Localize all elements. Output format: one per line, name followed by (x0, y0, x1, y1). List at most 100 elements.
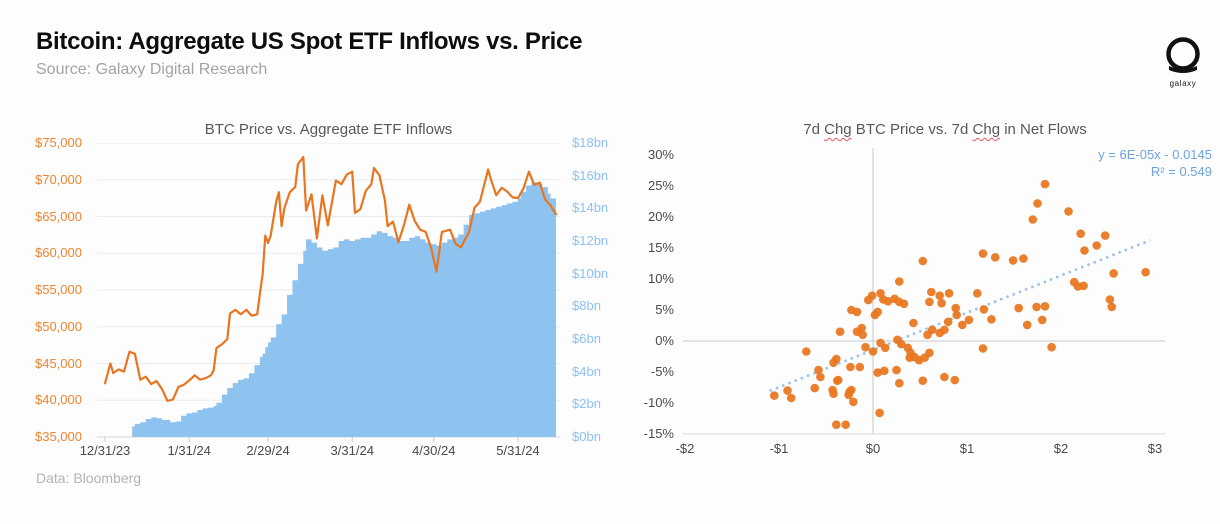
scatter-point (855, 362, 865, 372)
scatter-point (846, 362, 855, 372)
scatter-point (978, 249, 988, 258)
left-date-tick-label: 12/31/23 (79, 443, 131, 458)
scatter-point (927, 287, 936, 297)
scatter-point (1019, 254, 1028, 263)
scatter-point (918, 376, 928, 385)
scatter-point (918, 256, 928, 266)
right-flows-tick-label: $16bn (572, 167, 609, 183)
scatter-point (1032, 302, 1041, 312)
scatter-point (958, 320, 967, 330)
scatter-point (944, 289, 954, 298)
scatter-point (1109, 269, 1118, 278)
scatter-point (883, 297, 893, 306)
scatter-plot (683, 148, 1165, 440)
scatter-point (951, 303, 960, 313)
left-date-tick-label: 2/29/24 (246, 443, 290, 458)
scatter-point (987, 315, 996, 324)
price-vs-inflows-plot (97, 142, 560, 443)
right-chart-title-text: 7d (803, 121, 825, 138)
galaxy-logo-icon (1166, 37, 1200, 73)
left-price-tick-label: $50,000 (35, 318, 82, 334)
scatter-point (835, 327, 845, 336)
right-flows-tick-label: $8bn (572, 298, 601, 314)
left-price-tick-label: $60,000 (35, 245, 82, 261)
scatter-point (810, 383, 819, 393)
right-chart-title: 7d Chg BTC Price vs. 7d Chg in Net Flows (700, 121, 1190, 138)
right-chart-title-text: BTC Price vs. 7d (851, 121, 973, 138)
scatter-y-tick-label: 15% (647, 240, 674, 255)
scatter-x-tick-label: -$2 (675, 441, 695, 456)
scatter-point (802, 347, 811, 356)
scatter-point (952, 310, 961, 320)
scatter-point (973, 289, 982, 298)
scatter-point (979, 305, 989, 314)
scatter-point (1141, 267, 1150, 277)
scatter-point (841, 420, 850, 430)
right-flows-tick-label: $12bn (572, 233, 609, 248)
scatter-point (935, 291, 944, 300)
right-chart-title-text: in Net Flows (1000, 121, 1087, 138)
scatter-point (940, 372, 949, 382)
left-price-tick-label: $65,000 (35, 208, 82, 224)
left-price-tick-label: $45,000 (35, 355, 82, 371)
scatter-y-tick-label: 25% (647, 178, 674, 193)
scatter-point (845, 387, 854, 397)
scatter-point (870, 310, 880, 320)
trendline-r-squared: R² = 0.549 (1150, 164, 1212, 179)
scatter-point (852, 327, 862, 336)
scatter-point (829, 358, 838, 367)
scatter-point (1080, 246, 1089, 255)
scatter-point (864, 295, 873, 305)
scatter-point (875, 408, 884, 418)
scatter-y-tick-label: 5% (655, 302, 674, 317)
galaxy-logo-text: galaxy (1169, 79, 1197, 88)
left-date-tick-label: 3/31/24 (330, 443, 374, 458)
scatter-point (880, 366, 889, 376)
scatter-point (783, 386, 792, 395)
galaxy-logo: galaxy (1158, 36, 1208, 88)
scatter-point (1047, 342, 1056, 352)
scatter-point (978, 344, 988, 353)
scatter-y-tick-label: 30% (647, 147, 674, 162)
page-subtitle: Source: Galaxy Digital Research (36, 61, 268, 78)
scatter-point (832, 420, 841, 430)
scatter-point (1064, 207, 1073, 216)
left-date-tick-label: 5/31/24 (496, 443, 540, 458)
right-flows-tick-label: $18bn (572, 135, 609, 150)
scatter-point (1014, 303, 1023, 313)
trendline-equation: y = 6E-05x - 0.0145 (1098, 147, 1212, 162)
right-flows-tick-label: $0bn (572, 429, 601, 444)
scatter-x-tick-label: $2 (1053, 441, 1069, 456)
scatter-point (861, 342, 870, 352)
scatter-point (1022, 320, 1032, 330)
scatter-x-tick-label: -$1 (769, 441, 789, 456)
scatter-point (880, 343, 890, 353)
left-price-tick-label: $70,000 (35, 171, 82, 187)
scatter-point (816, 372, 825, 382)
scatter-point (943, 317, 953, 327)
scatter-x-tick-label: $3 (1147, 441, 1163, 456)
scatter-point (909, 318, 918, 328)
scatter-point (814, 365, 823, 375)
right-chart-title-misspelled-word: Chg (824, 121, 852, 138)
scatter-point (868, 347, 878, 356)
scatter-point (1076, 229, 1085, 238)
scatter-y-tick-label: -5% (650, 364, 674, 379)
scatter-point (899, 299, 909, 309)
scatter-point (1105, 295, 1115, 304)
scatter-y-tick-label: 0% (655, 333, 674, 348)
left-price-tick-label: $40,000 (35, 392, 82, 408)
right-flows-tick-label: $4bn (572, 363, 601, 379)
scatter-point (1079, 281, 1088, 291)
scatter-y-tick-label: 10% (647, 271, 674, 286)
left-price-tick-label: $75,000 (35, 135, 82, 150)
scatter-y-tick-label: 20% (647, 209, 674, 224)
trendline-annotation: y = 6E-05x - 0.0145 R² = 0.549 (990, 146, 1212, 180)
scatter-point (927, 325, 937, 335)
left-date-tick-label: 1/31/24 (167, 443, 211, 458)
data-source-note: Data: Bloomberg (36, 470, 142, 486)
scatter-point (829, 389, 838, 398)
scatter-point (1028, 215, 1038, 224)
scatter-point (925, 297, 934, 307)
